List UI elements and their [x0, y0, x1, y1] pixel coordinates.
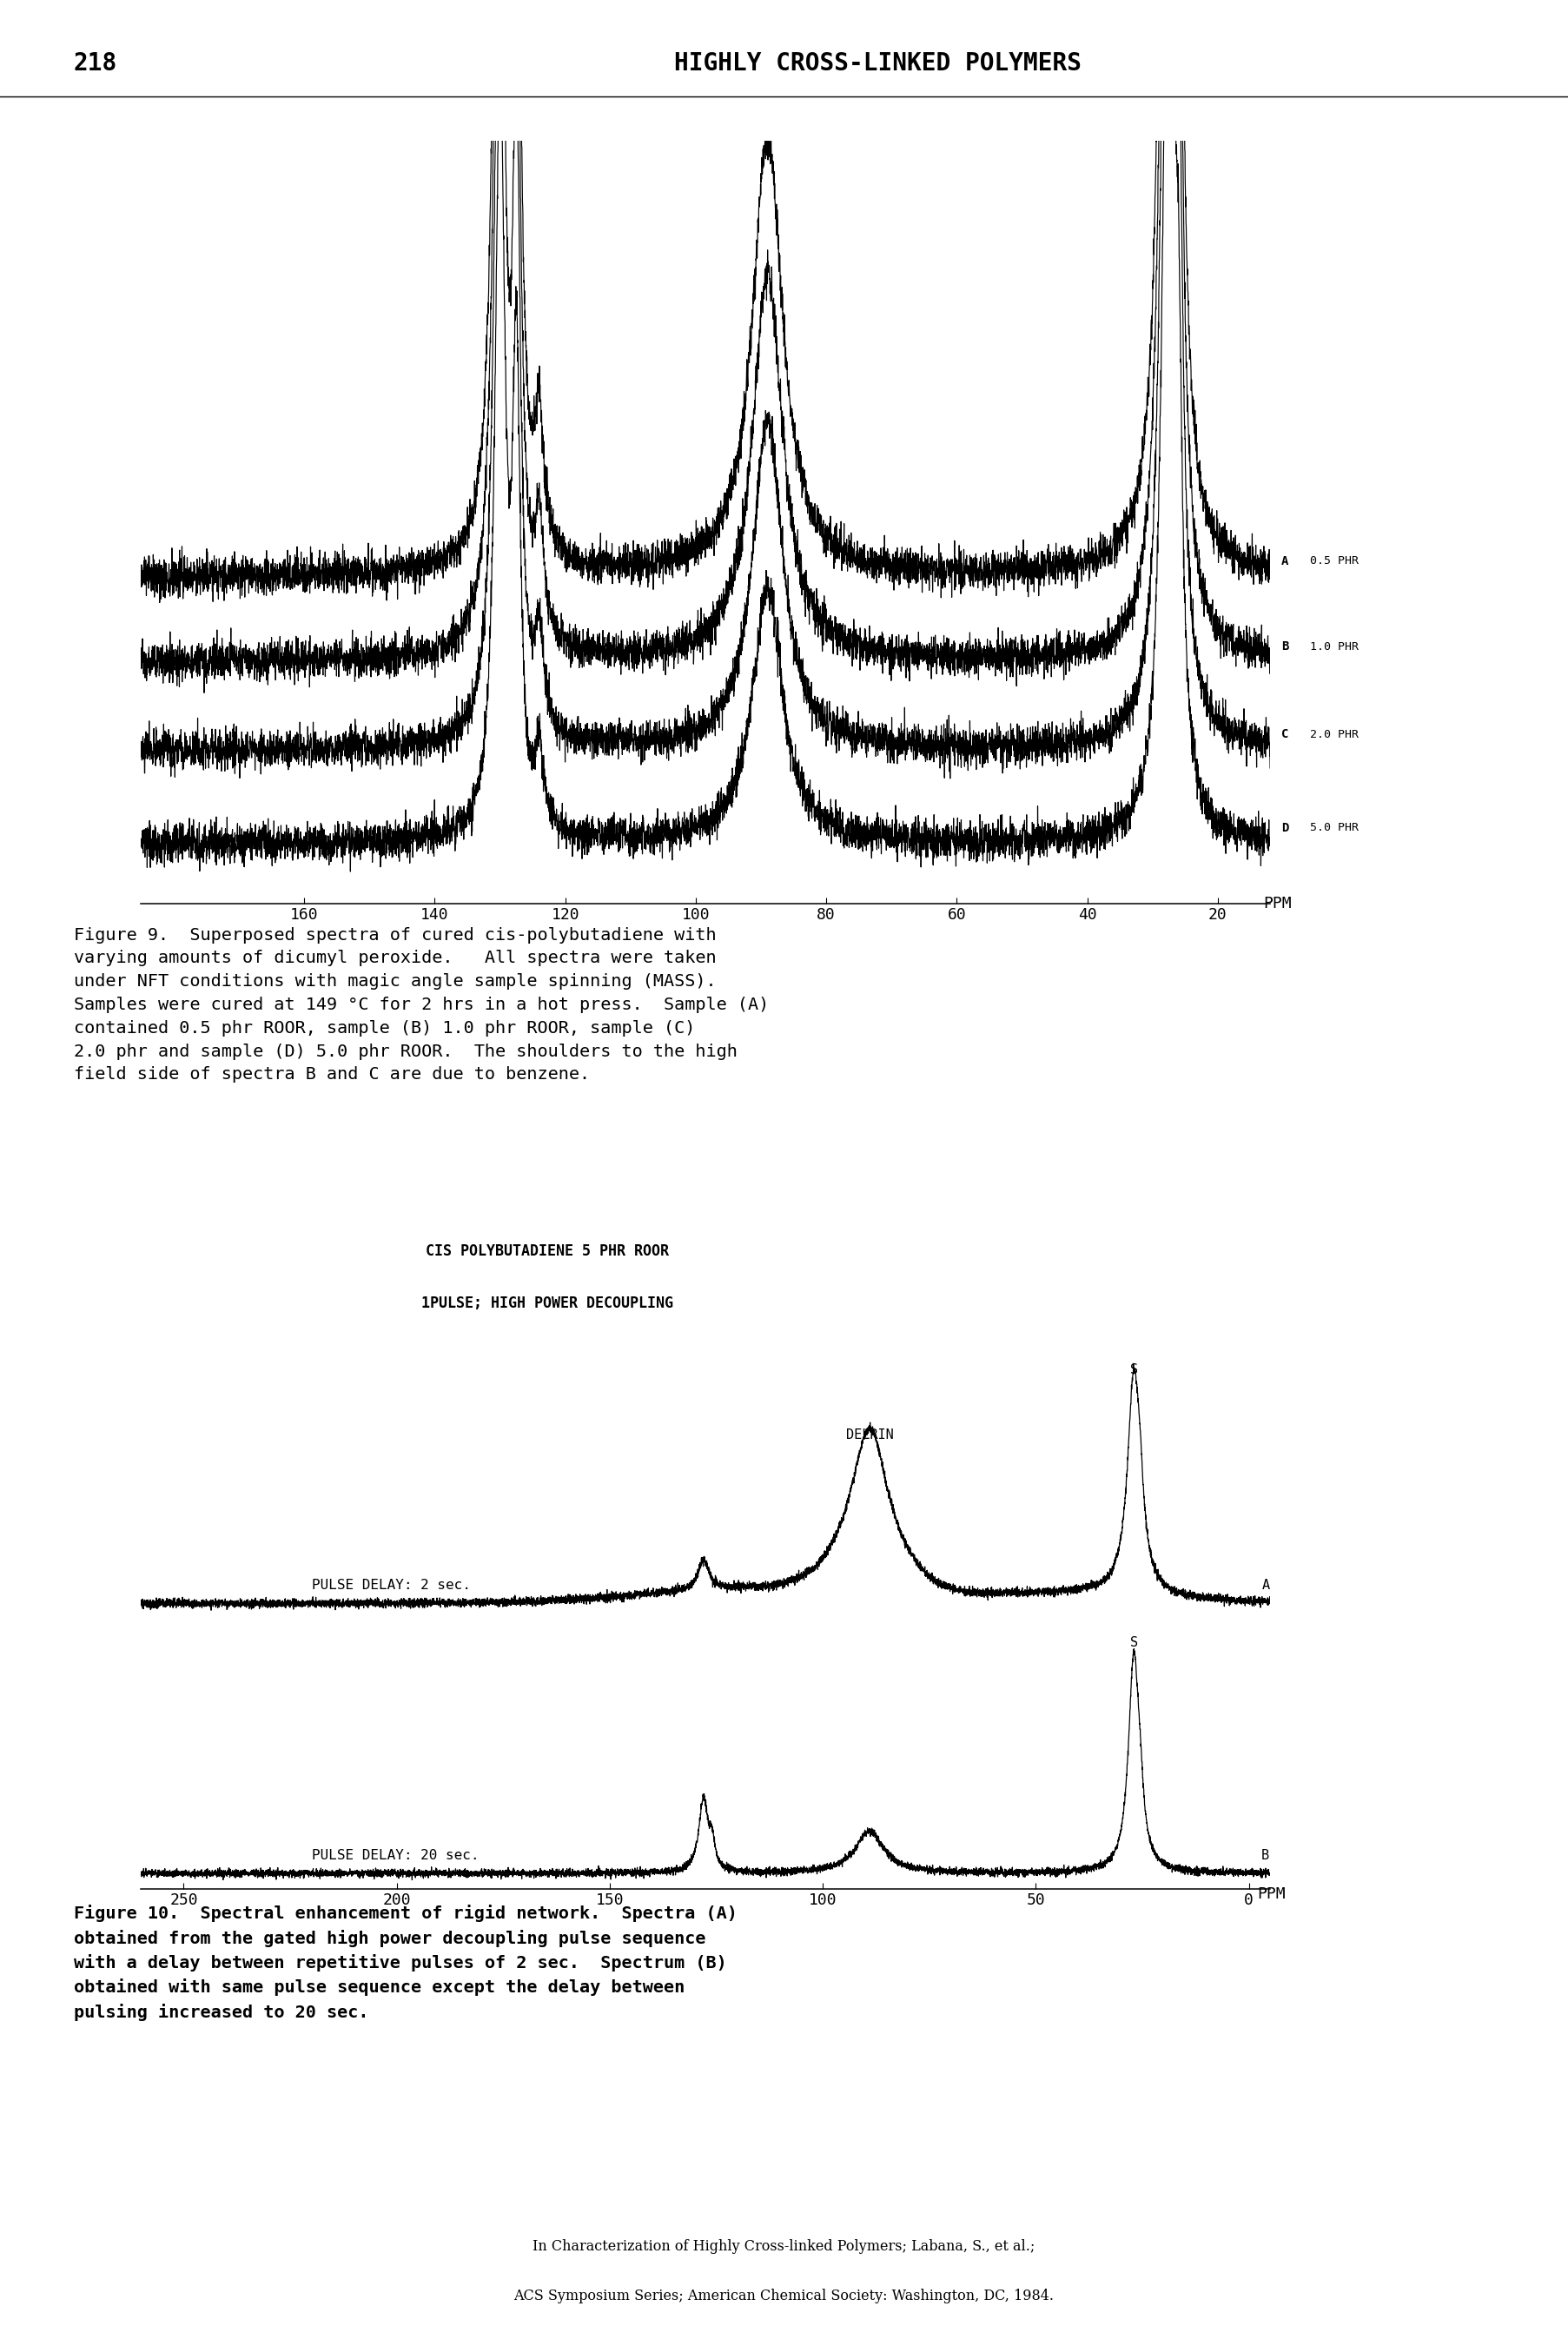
Text: DELRIN: DELRIN: [845, 1429, 894, 1440]
Text: PPM: PPM: [1258, 1886, 1286, 1903]
Text: C: C: [1281, 730, 1289, 741]
Text: In Characterization of Highly Cross-linked Polymers; Labana, S., et al.;: In Characterization of Highly Cross-link…: [533, 2240, 1035, 2255]
Text: PPM: PPM: [1264, 896, 1292, 910]
Text: D: D: [1281, 821, 1289, 835]
Text: PULSE DELAY: 2 sec.: PULSE DELAY: 2 sec.: [312, 1579, 470, 1593]
Text: HIGHLY CROSS-LINKED POLYMERS: HIGHLY CROSS-LINKED POLYMERS: [674, 52, 1082, 75]
Text: A: A: [1262, 1579, 1270, 1593]
Text: 1.0 PHR: 1.0 PHR: [1309, 640, 1358, 652]
Text: A: A: [1281, 554, 1289, 568]
Text: PULSE DELAY: 20 sec.: PULSE DELAY: 20 sec.: [312, 1849, 478, 1863]
Text: Figure 10.  Spectral enhancement of rigid network.  Spectra (A)
obtained from th: Figure 10. Spectral enhancement of rigid…: [74, 1905, 737, 2020]
Text: B: B: [1281, 640, 1289, 652]
Text: S: S: [1131, 1635, 1138, 1649]
Text: 5.0 PHR: 5.0 PHR: [1309, 823, 1358, 833]
Text: Figure 9.  Superposed spectra of cured cis-polybutadiene with
varying amounts of: Figure 9. Superposed spectra of cured ci…: [74, 927, 768, 1084]
Text: S: S: [1131, 1363, 1138, 1377]
Text: B: B: [1262, 1849, 1270, 1863]
Text: ACS Symposium Series; American Chemical Society: Washington, DC, 1984.: ACS Symposium Series; American Chemical …: [514, 2290, 1054, 2304]
Text: 218: 218: [74, 52, 118, 75]
Text: CIS POLYBUTADIENE 5 PHR ROOR: CIS POLYBUTADIENE 5 PHR ROOR: [426, 1243, 670, 1260]
Text: 0.5 PHR: 0.5 PHR: [1309, 556, 1358, 565]
Text: 1PULSE; HIGH POWER DECOUPLING: 1PULSE; HIGH POWER DECOUPLING: [422, 1295, 674, 1311]
Text: 2.0 PHR: 2.0 PHR: [1309, 730, 1358, 741]
